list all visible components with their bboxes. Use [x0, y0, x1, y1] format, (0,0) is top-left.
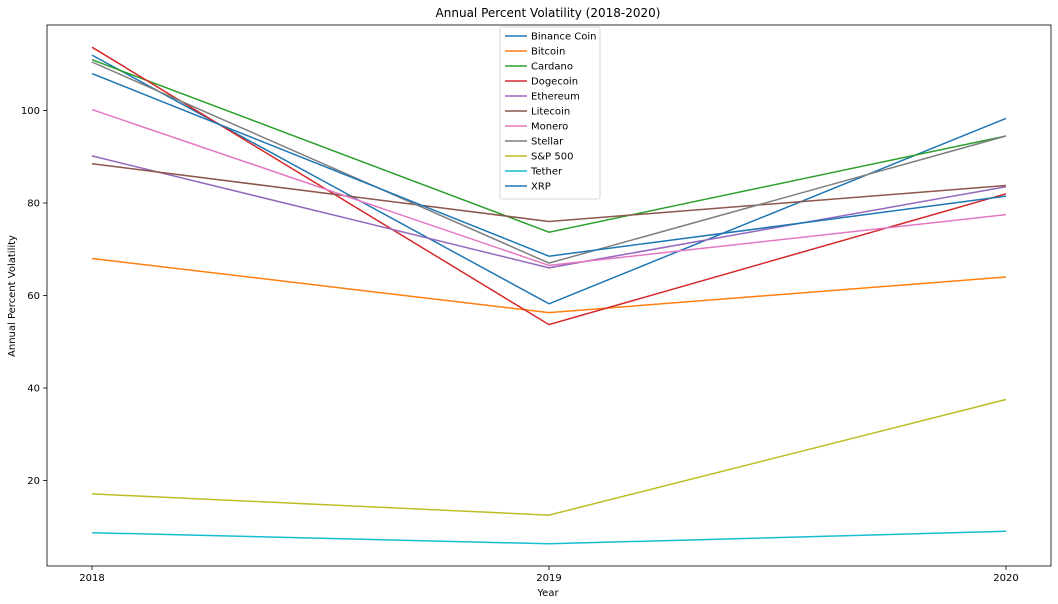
- y-tick-label: 40: [27, 383, 40, 394]
- legend-label: Bitcoin: [531, 47, 565, 58]
- series-line: [91, 61, 1007, 264]
- plot-area: [91, 46, 1007, 545]
- chart-title: Annual Percent Volatility (2018-2020): [436, 6, 661, 20]
- legend-label: S&P 500: [531, 152, 573, 163]
- legend-label: Litecoin: [531, 107, 570, 118]
- x-tick-label: 2020: [993, 573, 1018, 584]
- legend-label: Binance Coin: [531, 32, 597, 43]
- y-tick-label: 80: [27, 199, 40, 210]
- x-tick-label: 2018: [79, 573, 104, 584]
- legend-label: Ethereum: [531, 92, 580, 103]
- legend-label: Cardano: [531, 62, 573, 73]
- series-line: [91, 155, 1007, 269]
- legend: Binance Coin Bitcoin Cardano Dogecoin Ethere…: [499, 26, 601, 200]
- series-line: [91, 46, 1007, 326]
- legend-label: Tether: [530, 167, 563, 178]
- series-line: [91, 72, 1007, 257]
- y-axis-label: Annual Percent Volatility: [7, 235, 18, 357]
- series-line: [91, 162, 1007, 223]
- legend-label: Stellar: [531, 137, 564, 148]
- series-line: [91, 530, 1007, 545]
- x-axis-label: Year: [536, 588, 559, 599]
- y-tick-label: 20: [27, 476, 40, 487]
- y-tick-label: 100: [21, 106, 40, 117]
- series-line: [91, 257, 1007, 314]
- legend-label: Dogecoin: [531, 77, 578, 88]
- series-line: [91, 398, 1007, 516]
- series-line: [91, 58, 1007, 233]
- series-line: [91, 54, 1007, 305]
- series-line: [91, 108, 1007, 267]
- x-tick-label: 2019: [536, 573, 561, 584]
- legend-label: Monero: [531, 122, 568, 133]
- legend-label: XRP: [531, 182, 551, 193]
- y-tick-label: 60: [27, 291, 40, 302]
